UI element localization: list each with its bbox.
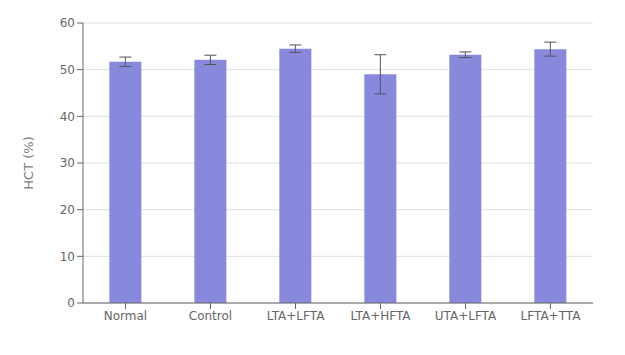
svg-text:20: 20 <box>60 203 75 217</box>
svg-text:Normal: Normal <box>104 309 147 323</box>
svg-text:50: 50 <box>60 63 75 77</box>
svg-text:UTA+LFTA: UTA+LFTA <box>435 309 497 323</box>
svg-text:LTA+HFTA: LTA+HFTA <box>350 309 411 323</box>
svg-text:60: 60 <box>60 16 75 30</box>
svg-text:0: 0 <box>67 296 75 310</box>
svg-text:40: 40 <box>60 110 75 124</box>
svg-text:LFTA+TTA: LFTA+TTA <box>521 309 582 323</box>
svg-text:HCT (%): HCT (%) <box>21 136 36 189</box>
svg-text:10: 10 <box>60 250 75 264</box>
svg-text:30: 30 <box>60 156 75 170</box>
svg-text:LTA+LFTA: LTA+LFTA <box>267 309 325 323</box>
svg-text:Control: Control <box>189 309 232 323</box>
